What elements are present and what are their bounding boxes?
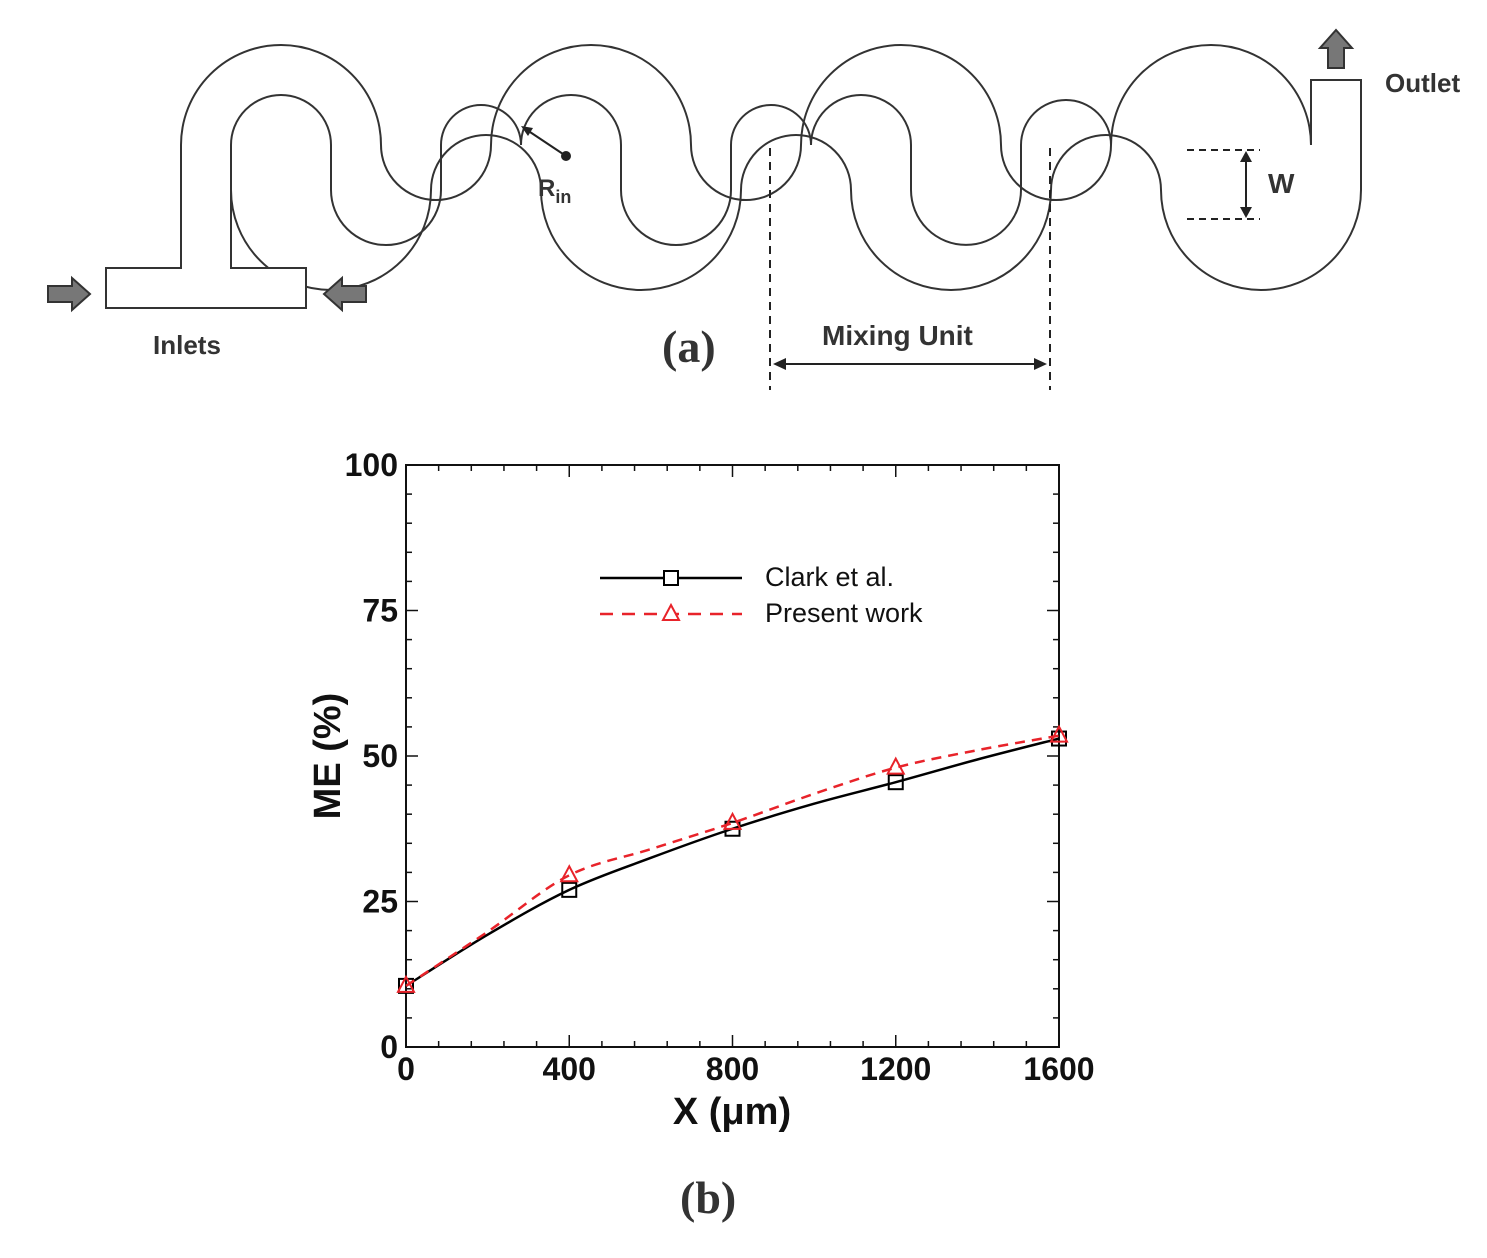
x-tick-label: 1200	[860, 1051, 931, 1087]
series-line	[405, 734, 1060, 987]
width-label: W	[1268, 168, 1295, 199]
mixing-unit-label: Mixing Unit	[822, 320, 973, 351]
data-point-square	[887, 774, 904, 791]
axis-ticks	[405, 464, 1060, 1048]
outlet-label: Outlet	[1385, 68, 1460, 98]
legend-label-clark: Clark et al.	[765, 562, 894, 592]
y-tick-label: 75	[362, 593, 398, 629]
series-layer	[396, 724, 1069, 994]
inlet-channel	[105, 267, 307, 309]
x-tick-label: 800	[706, 1051, 759, 1087]
radius-label: Rin	[538, 175, 571, 207]
legend: Clark et al. Present work	[600, 562, 923, 628]
legend-label-present: Present work	[765, 598, 923, 628]
y-tick-label: 100	[345, 447, 398, 483]
plot-frame	[405, 464, 1060, 1048]
legend-marker-triangle	[661, 602, 681, 621]
data-point-triangle	[722, 811, 743, 830]
data-point-triangle	[1049, 724, 1069, 743]
data-point-square	[561, 881, 578, 898]
data-point-triangle	[396, 974, 416, 993]
radius-arrow	[526, 129, 567, 157]
data-point-triangle	[886, 756, 906, 775]
legend-marker-square	[663, 570, 679, 586]
tick-labels: 0 400 800 1200 1600 0 25 50 75 100	[345, 447, 1095, 1087]
data-point-triangle	[559, 864, 579, 883]
x-axis-title: X (μm)	[673, 1091, 791, 1133]
y-tick-label: 25	[362, 884, 398, 920]
micromixer-diagram: Outlet Inlets Mixing Unit W Rin (a)	[47, 28, 1460, 390]
y-tick-label: 0	[380, 1029, 398, 1065]
right-arrow-icon	[47, 275, 92, 313]
y-tick-label: 50	[362, 738, 398, 774]
channel-outer-wall	[180, 44, 1362, 291]
left-arrow-icon	[322, 275, 367, 313]
panel-b-label: (b)	[680, 1172, 736, 1223]
series-line	[405, 737, 1060, 987]
up-arrow-icon	[1317, 28, 1355, 69]
panel-a-label: (a)	[662, 321, 716, 372]
x-tick-label: 1600	[1023, 1051, 1094, 1087]
x-tick-label: 400	[543, 1051, 596, 1087]
channel-inner-lines	[230, 94, 1112, 268]
inlets-label: Inlets	[153, 330, 221, 360]
y-axis-title: ME (%)	[307, 693, 349, 820]
x-tick-label: 0	[397, 1051, 415, 1087]
